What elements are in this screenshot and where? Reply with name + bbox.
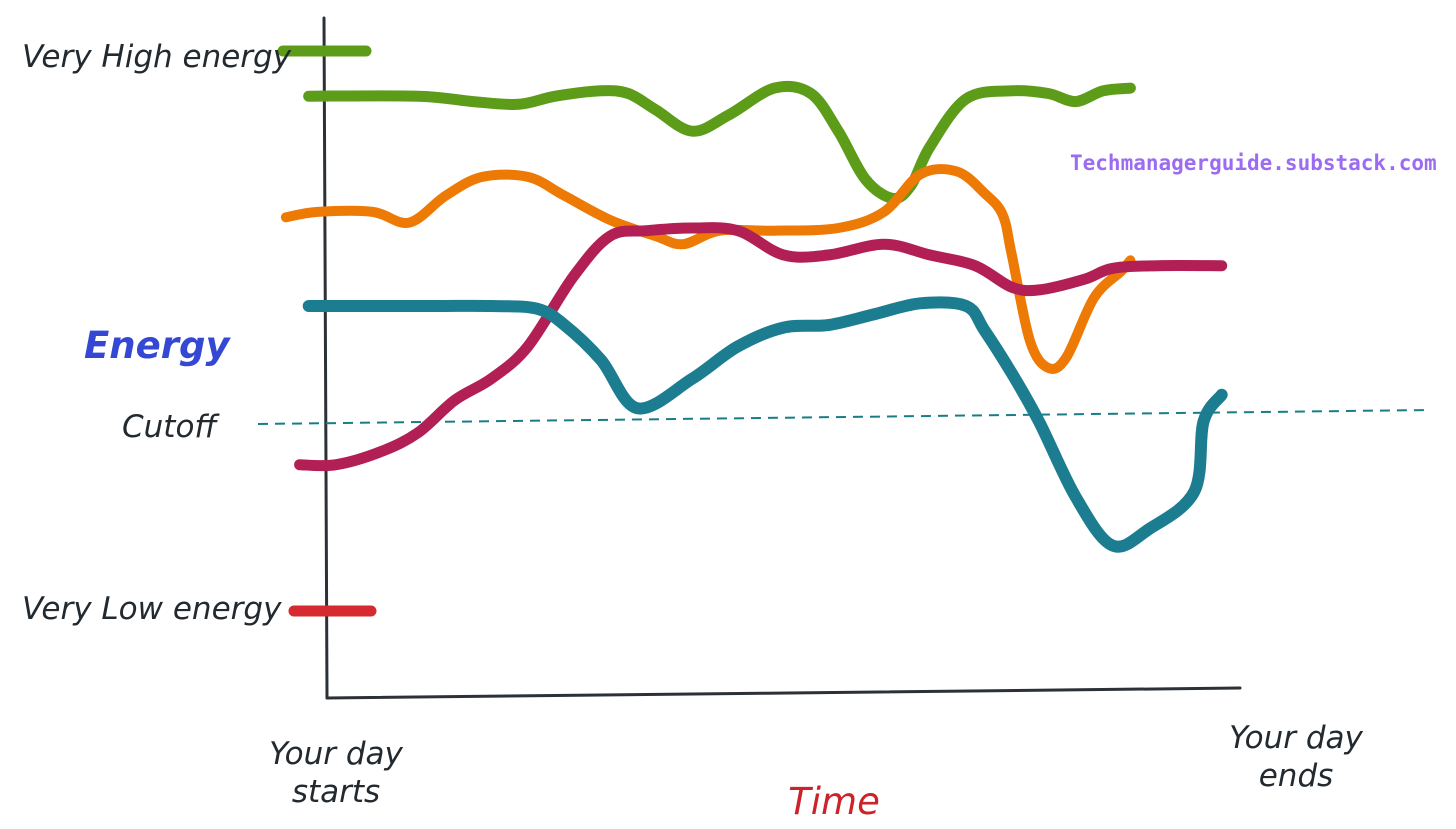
series-line-3 xyxy=(294,222,1228,472)
x-axis-title: Time xyxy=(788,780,880,823)
x-tick-label-start-line-1: Your day xyxy=(269,736,403,772)
y-tick-label-low: Very Low energy xyxy=(22,591,282,627)
x-axis-line xyxy=(325,686,1242,700)
x-tick-label-end-line-2: ends xyxy=(1259,758,1334,794)
x-tick-label-start-line-2: starts xyxy=(292,774,380,810)
axes xyxy=(322,16,1242,700)
cutoff-line xyxy=(257,409,1431,425)
cutoff-label: Cutoff xyxy=(122,409,220,445)
series-line-1 xyxy=(303,80,1136,204)
series-lines xyxy=(280,80,1228,553)
x-tick-label-end-line-1: Your day xyxy=(1229,720,1363,756)
series-line-4 xyxy=(302,296,1228,553)
series-line-2 xyxy=(280,164,1136,374)
y-tick-label-high: Very High energy xyxy=(22,39,292,75)
watermark-text: Techmanagerguide.substack.com xyxy=(1070,151,1437,175)
y-axis-line xyxy=(322,16,329,700)
y-axis-title: Energy xyxy=(84,324,231,367)
